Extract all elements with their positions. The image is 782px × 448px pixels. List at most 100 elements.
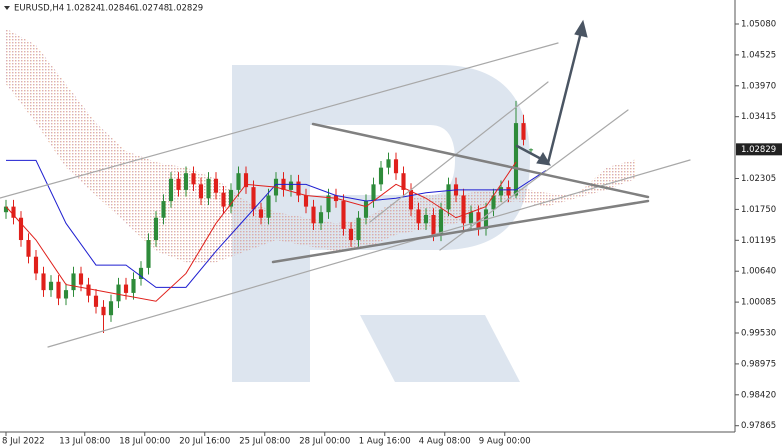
indicator-line [5, 161, 517, 302]
candle-body [71, 273, 76, 291]
candle-body [416, 209, 421, 224]
candle-body [11, 206, 16, 218]
candle-body [93, 295, 99, 307]
x-tick-label: 28 Jul 00:00 [299, 437, 350, 447]
y-tick-label: 0.98420 [741, 390, 776, 400]
x-tick-label: 18 Jul 00:00 [119, 437, 170, 447]
candle-body [528, 149, 534, 151]
candle-body [131, 278, 136, 293]
candle-body [78, 273, 84, 285]
indicator-line [6, 159, 547, 288]
candle-body [258, 209, 264, 218]
candle-body [371, 184, 376, 202]
candle-body [56, 281, 61, 299]
candle-body [438, 209, 444, 235]
arrow-head [536, 152, 551, 166]
triangle-line [271, 199, 650, 264]
y-tick-label: 1.05080 [741, 19, 776, 29]
candle-body [266, 195, 271, 218]
x-tick-label: 8 Jul 2022 [2, 437, 45, 447]
high-value: 1.02846 [100, 4, 135, 14]
candle-body [446, 184, 451, 210]
open-value: 1.02824 [66, 4, 101, 14]
y-tick-label: 1.00085 [741, 298, 776, 308]
price-label-bg [736, 143, 782, 156]
x-tick-label: 13 Jul 08:00 [59, 437, 110, 447]
forecast-arrow [546, 30, 583, 165]
symbol: EURUSD,H4 [14, 4, 64, 14]
x-tick-label: 1 Aug 16:00 [359, 437, 411, 447]
candle-body [41, 273, 46, 291]
candle-body [176, 178, 181, 190]
candle-body [236, 173, 241, 190]
candle-body [393, 159, 399, 174]
candle-body [288, 181, 294, 190]
candle-body [101, 306, 106, 316]
candle-body [468, 212, 474, 224]
candle-body [161, 201, 166, 218]
y-tick-label: 1.00640 [741, 267, 776, 277]
trend-line [47, 159, 691, 348]
candle-body [183, 173, 189, 190]
candle-body [123, 284, 129, 293]
y-tick-label: 0.98975 [741, 359, 776, 369]
y-tick-label: 1.04525 [741, 50, 776, 60]
candle-body [498, 187, 504, 196]
low-value: 1.02748 [134, 4, 169, 14]
candle-body [153, 217, 159, 241]
menu-icon[interactable] [4, 6, 10, 10]
candle-body [311, 206, 316, 224]
y-tick-label: 0.99530 [741, 329, 776, 339]
candle-body [521, 123, 526, 140]
candle-body [116, 284, 121, 302]
candle-body [506, 187, 511, 196]
candle-body [3, 206, 9, 213]
trend-line [0, 42, 559, 199]
candle-body [243, 173, 249, 188]
candle-body [476, 212, 481, 229]
candle-body [18, 217, 24, 241]
triangle-line [311, 122, 650, 199]
x-tick-label: 20 Jul 16:00 [179, 437, 230, 447]
x-tick-label: 9 Aug 00:00 [479, 437, 531, 447]
price-label: 1.02829 [741, 145, 776, 155]
candle-body [423, 214, 429, 224]
candle-body [513, 123, 519, 196]
candle-body [386, 159, 391, 168]
candle-body [26, 240, 31, 257]
y-tick-label: 1.01750 [741, 205, 776, 215]
trend-line [369, 81, 549, 223]
candle-body [86, 284, 91, 296]
candle-body [228, 189, 234, 207]
candle-body [63, 290, 69, 299]
candle-body [168, 178, 174, 202]
candle-body [408, 189, 414, 210]
candle-body [198, 184, 204, 199]
y-tick-label: 0.97865 [741, 421, 776, 431]
candle-body [48, 281, 54, 291]
candle-body [221, 192, 226, 207]
candle-body [326, 195, 331, 213]
candle-body [296, 181, 301, 196]
candle-body [401, 173, 406, 190]
candle-body [318, 212, 324, 224]
candle-body [206, 178, 211, 199]
candle-body [461, 195, 466, 224]
candle-body [33, 256, 39, 274]
candle-body [138, 267, 144, 279]
candle-body [363, 201, 369, 218]
candle-body [356, 217, 361, 241]
trend-line [439, 109, 629, 251]
candle-body [146, 240, 151, 268]
candle-body [191, 173, 196, 185]
candle-body [213, 178, 219, 193]
y-tick-label: 1.02305 [741, 174, 776, 184]
y-tick-label: 1.03970 [741, 81, 776, 91]
arrow-head [574, 19, 588, 38]
candle-body [108, 301, 114, 316]
axes: 1.05080 1.04525 1.03970 1.03415 1.02305 1.017… [2, 19, 782, 447]
x-tick-label: 25 Jul 08:00 [239, 437, 290, 447]
candle-body [303, 195, 309, 207]
